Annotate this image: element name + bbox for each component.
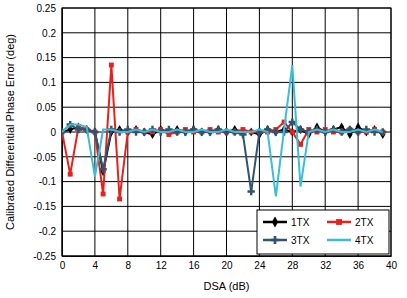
y-tick: -0.25 — [33, 251, 62, 262]
plot: 0481216202428323640-0.25-0.2-0.15-0.1-0.… — [33, 3, 397, 271]
y-tick: -0.2 — [39, 226, 62, 237]
tick-label: 20 — [221, 260, 233, 271]
series-marker — [99, 166, 106, 173]
y-tick: 0.25 — [37, 3, 62, 14]
tick-label: 0.1 — [42, 77, 56, 88]
tick-label: 0.25 — [37, 3, 57, 14]
y-tick: 0.15 — [37, 52, 62, 63]
tick-label: -0.05 — [33, 152, 56, 163]
tick-label: 40 — [386, 260, 398, 271]
grid — [62, 8, 391, 256]
y-tick: 0.2 — [42, 28, 62, 39]
legend-box — [257, 210, 389, 254]
y-tick: 0.1 — [42, 77, 62, 88]
series-marker — [297, 126, 304, 133]
legend-label: 2TX — [355, 217, 374, 228]
tick-label: -0.2 — [39, 226, 57, 237]
grid-line — [62, 57, 391, 58]
tick-label: 16 — [189, 260, 201, 271]
series-marker — [289, 118, 296, 125]
grid-line — [62, 32, 391, 33]
legend-swatch — [327, 239, 351, 242]
legend: 1TX 2TX 3TX 4TX — [257, 210, 389, 254]
tick-label: 0 — [50, 127, 56, 138]
series-marker — [298, 142, 303, 147]
x-tick: 40 — [386, 256, 398, 271]
series-marker — [68, 172, 73, 177]
x-tick: 36 — [353, 256, 365, 271]
series-group — [62, 63, 386, 202]
x-tick: 28 — [287, 256, 299, 271]
grid-line — [62, 82, 391, 83]
x-tick: 24 — [254, 256, 266, 271]
legend-marker — [272, 217, 278, 228]
tick-label: 32 — [320, 260, 332, 271]
series-marker — [91, 128, 98, 135]
x-tick: 4 — [93, 256, 99, 271]
x-tick: 32 — [320, 256, 332, 271]
legend-entry: 1TX — [263, 217, 310, 228]
y-axis-title: Calibrated Differential Phase Error (deg… — [4, 34, 16, 230]
series-line — [62, 65, 383, 196]
grid-line — [62, 107, 391, 108]
tick-label: 0.05 — [37, 102, 57, 113]
series-marker — [109, 63, 114, 68]
x-axis: 0 4 8 12 16 20 24 28 32 36 40 — [60, 256, 398, 271]
series-marker — [75, 126, 82, 133]
tick-label: 12 — [156, 260, 168, 271]
plot-frame — [62, 8, 391, 256]
legend-entry: 2TX — [327, 217, 374, 228]
tick-label: 24 — [254, 260, 266, 271]
y-tick: -0.1 — [39, 176, 62, 187]
y-tick: 0.05 — [37, 102, 62, 113]
legend-label: 4TX — [355, 235, 374, 246]
y-tick: -0.05 — [33, 152, 62, 163]
chart: 0481216202428323640-0.25-0.2-0.15-0.1-0.… — [0, 0, 407, 298]
x-tick: 16 — [189, 256, 201, 271]
series-marker — [101, 192, 106, 197]
x-tick: 0 — [60, 256, 66, 271]
x-tick: 8 — [126, 256, 132, 271]
tick-label: 36 — [353, 260, 365, 271]
grid-line — [62, 156, 391, 157]
y-axis: -0.25 -0.2 -0.15 -0.1 -0.05 0 0.05 0.1 0.15 0.2 0.… — [33, 3, 62, 262]
tick-label: 0.15 — [37, 52, 57, 63]
tick-label: 28 — [287, 260, 299, 271]
series-marker — [290, 130, 295, 135]
grid-line — [62, 206, 391, 207]
legend-entry: 4TX — [327, 235, 374, 246]
grid-line — [62, 181, 391, 182]
series-marker — [117, 197, 122, 202]
x-tick: 20 — [221, 256, 233, 271]
legend-entry: 3TX — [263, 235, 310, 246]
y-tick: -0.15 — [33, 201, 62, 212]
series-marker — [272, 128, 279, 135]
series-line — [62, 65, 383, 199]
legend-label: 3TX — [291, 235, 310, 246]
tick-label: 8 — [126, 260, 132, 271]
tick-label: -0.15 — [33, 201, 56, 212]
tick-label: 0.2 — [42, 28, 56, 39]
x-tick: 12 — [156, 256, 168, 271]
legend-label: 1TX — [291, 217, 310, 228]
x-axis-title: DSA (dB) — [204, 280, 250, 292]
tick-label: 0 — [60, 260, 66, 271]
tick-label: -0.1 — [39, 176, 57, 187]
legend-marker — [336, 219, 342, 225]
tick-label: -0.25 — [33, 251, 56, 262]
series-line — [62, 122, 383, 191]
legend-marker — [271, 236, 279, 244]
y-tick: 0 — [50, 127, 62, 138]
tick-label: 4 — [93, 260, 99, 271]
series-marker — [248, 188, 255, 195]
